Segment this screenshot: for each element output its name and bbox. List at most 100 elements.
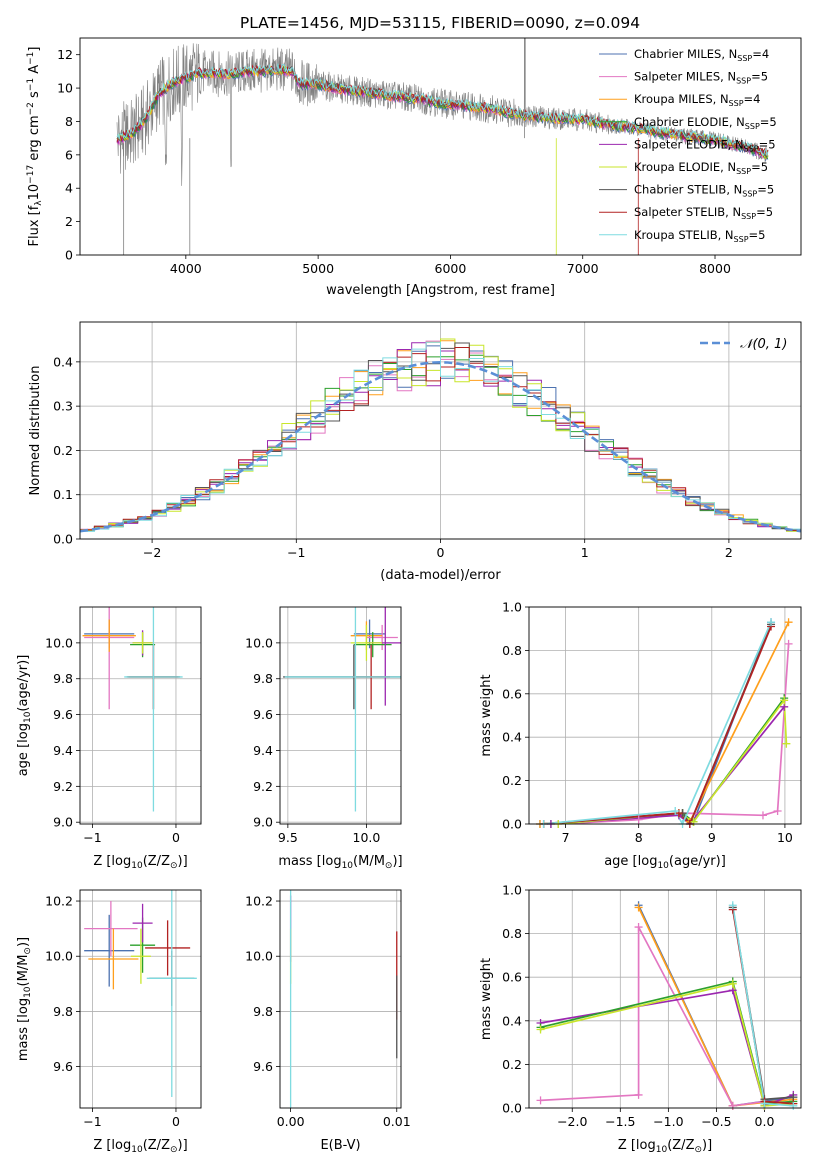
y-tick-label: 0.2: [502, 773, 522, 788]
y-tick-label: 0.8: [502, 643, 522, 658]
label-part: 10: [656, 1145, 668, 1155]
plot-area: [540, 904, 794, 1107]
weight-marker-kroupa_stelib: [767, 618, 776, 627]
x-tick-label: 9.5: [278, 830, 298, 845]
legend-entry: Chabrier STELIB, NSSP=5: [634, 183, 774, 199]
plot-area: [289, 890, 398, 1108]
label-part: −17: [26, 165, 36, 184]
y-tick-label: 0.6: [502, 686, 522, 701]
weight-marker-kroupa_elodie: [780, 696, 789, 705]
axes-frame: [79, 606, 202, 825]
label-part: ⊙: [385, 861, 393, 871]
label-part: ⊙: [170, 861, 178, 871]
panel-residuals: −2 −1 0 1 2 0.0 0.1 0.2 0.3 0.4 (data-model)/error…: [28, 321, 802, 583]
legend-tail: =4: [744, 92, 761, 106]
legend-sub: SSP: [745, 122, 760, 131]
weight-line-salpeter_elodie: [550, 706, 785, 824]
legend-text: Salpeter STELIB, N: [634, 205, 741, 219]
weight-line-kroupa_stelib: [543, 621, 772, 824]
legend-tail: =5: [756, 205, 773, 219]
y-tick-label: 0.0: [502, 817, 522, 832]
y-axis-label: Flux [fλ​10−17​ erg cm−2​ s−1​ A−1​]: [26, 47, 44, 247]
y-tick-label: 0.0: [53, 532, 73, 547]
legend-entry: Kroupa ELODIE, NSSP=5: [634, 160, 768, 176]
legend-entry: Salpeter MILES, NSSP=5: [634, 70, 768, 86]
legend-text: Chabrier MILES, N: [634, 47, 737, 61]
y-tick-label: 2: [65, 214, 73, 229]
y-tick-label: 9.8: [253, 671, 273, 686]
x-tick-label: −1: [287, 545, 305, 560]
model-line-kroupa_stelib: [116, 63, 769, 156]
label-part: )]: [702, 1138, 712, 1153]
label-part: )]: [392, 854, 402, 869]
panel-mass_vs_Z: −1 0 9.6 9.8 10.0 10.2 Z [log10​(Z/Z⊙​)] mass […: [16, 889, 202, 1155]
weight-marker-kroupa_elodie: [728, 979, 737, 988]
y-tick-label: 9.8: [253, 1004, 273, 1019]
x-tick-label: −1: [83, 1114, 101, 1129]
label-part: 10: [342, 861, 354, 871]
x-tick-label: −1.5: [605, 1114, 635, 1129]
legend-tail: =5: [759, 137, 776, 151]
y-tick-label: 9.6: [253, 707, 273, 722]
legend-sub: SSP: [734, 235, 749, 244]
label-part: Z/Z: [148, 854, 170, 869]
weight-line-chabrier_stelib: [543, 624, 772, 824]
legend-tail: =5: [751, 70, 768, 84]
x-tick-label: 5000: [302, 261, 334, 276]
panel-mass_vs_ebv: 0.00 0.01 9.6 9.8 10.0 10.2 E(B-V): [245, 889, 411, 1153]
y-tick-label: 9.0: [253, 815, 273, 830]
figure-title: PLATE=1456, MJD=53115, FIBERID=0090, z=0…: [240, 14, 640, 32]
weight-line-salpeter_stelib: [731, 909, 794, 1105]
legend-text: Chabrier STELIB, N: [634, 183, 742, 197]
label-part: age/yr: [16, 664, 31, 706]
y-tick-label: 0.4: [53, 354, 73, 369]
label-part: (: [143, 1138, 148, 1153]
weight-marker-kroupa_stelib: [760, 1099, 769, 1108]
legend-sub: SSP: [736, 77, 751, 86]
label-part: age [log: [16, 723, 31, 776]
y-tick-label: 4: [65, 181, 73, 196]
legend-tail: =4: [752, 47, 769, 61]
axes-frame: [79, 37, 802, 256]
panel-spectrum: 4000 5000 6000 7000 8000 0 2 4 6 8 10 12 wavelength …: [26, 37, 802, 298]
label-part: age [log: [604, 854, 657, 869]
label-part: (: [667, 1138, 672, 1153]
plot-area: [82, 607, 183, 812]
weight-marker-kroupa_elodie: [782, 739, 791, 748]
label-part: 10: [23, 986, 33, 998]
y-tick-label: 9.6: [53, 707, 73, 722]
y-tick-label: 0.0: [502, 1101, 522, 1116]
y-tick-label: 10.0: [45, 949, 73, 964]
y-tick-label: 8: [65, 114, 73, 129]
x-tick-label: −0.5: [701, 1114, 731, 1129]
label-part: age/yr: [674, 854, 716, 869]
axes-frame: [79, 889, 202, 1109]
legend-text: Kroupa ELODIE, N: [634, 160, 736, 174]
x-tick-label: 0: [437, 545, 445, 560]
weight-line-chabrier_miles: [539, 621, 772, 824]
y-tick-label: 9.8: [53, 1004, 73, 1019]
label-part: M/M: [358, 854, 385, 869]
label-part: −1: [26, 52, 36, 65]
y-tick-label: 10.0: [245, 949, 273, 964]
x-tick-label: 4000: [170, 261, 202, 276]
x-tick-label: 7000: [567, 261, 599, 276]
weight-marker-kroupa_miles: [634, 903, 643, 912]
weight-marker-salpeter_miles: [773, 806, 782, 815]
panel-weight_vs_age: 7 8 9 10 0.0 0.2 0.4 0.6 0.8 1.0 age [log10​(age/y…: [479, 600, 802, 871]
legend-entry: Salpeter ELODIE, NSSP=5: [634, 137, 776, 153]
legend: 𝒩(0, 1): [700, 337, 787, 352]
weight-line-kroupa_stelib: [731, 905, 794, 1107]
weight-line-kroupa_miles: [637, 907, 794, 1107]
legend-entry: Chabrier ELODIE, NSSP=5: [634, 115, 777, 131]
label-part: )]: [716, 854, 726, 869]
axes-frame: [279, 606, 402, 825]
label-part: (: [669, 854, 674, 869]
y-axis-label: mass [log10​(M/M⊙​)]: [16, 937, 33, 1061]
label-part: M/M: [16, 955, 31, 982]
x-tick-label: 6000: [435, 261, 467, 276]
label-part: (: [16, 707, 31, 712]
weight-marker-salpeter_miles: [634, 923, 643, 932]
x-tick-label: 1: [581, 545, 589, 560]
